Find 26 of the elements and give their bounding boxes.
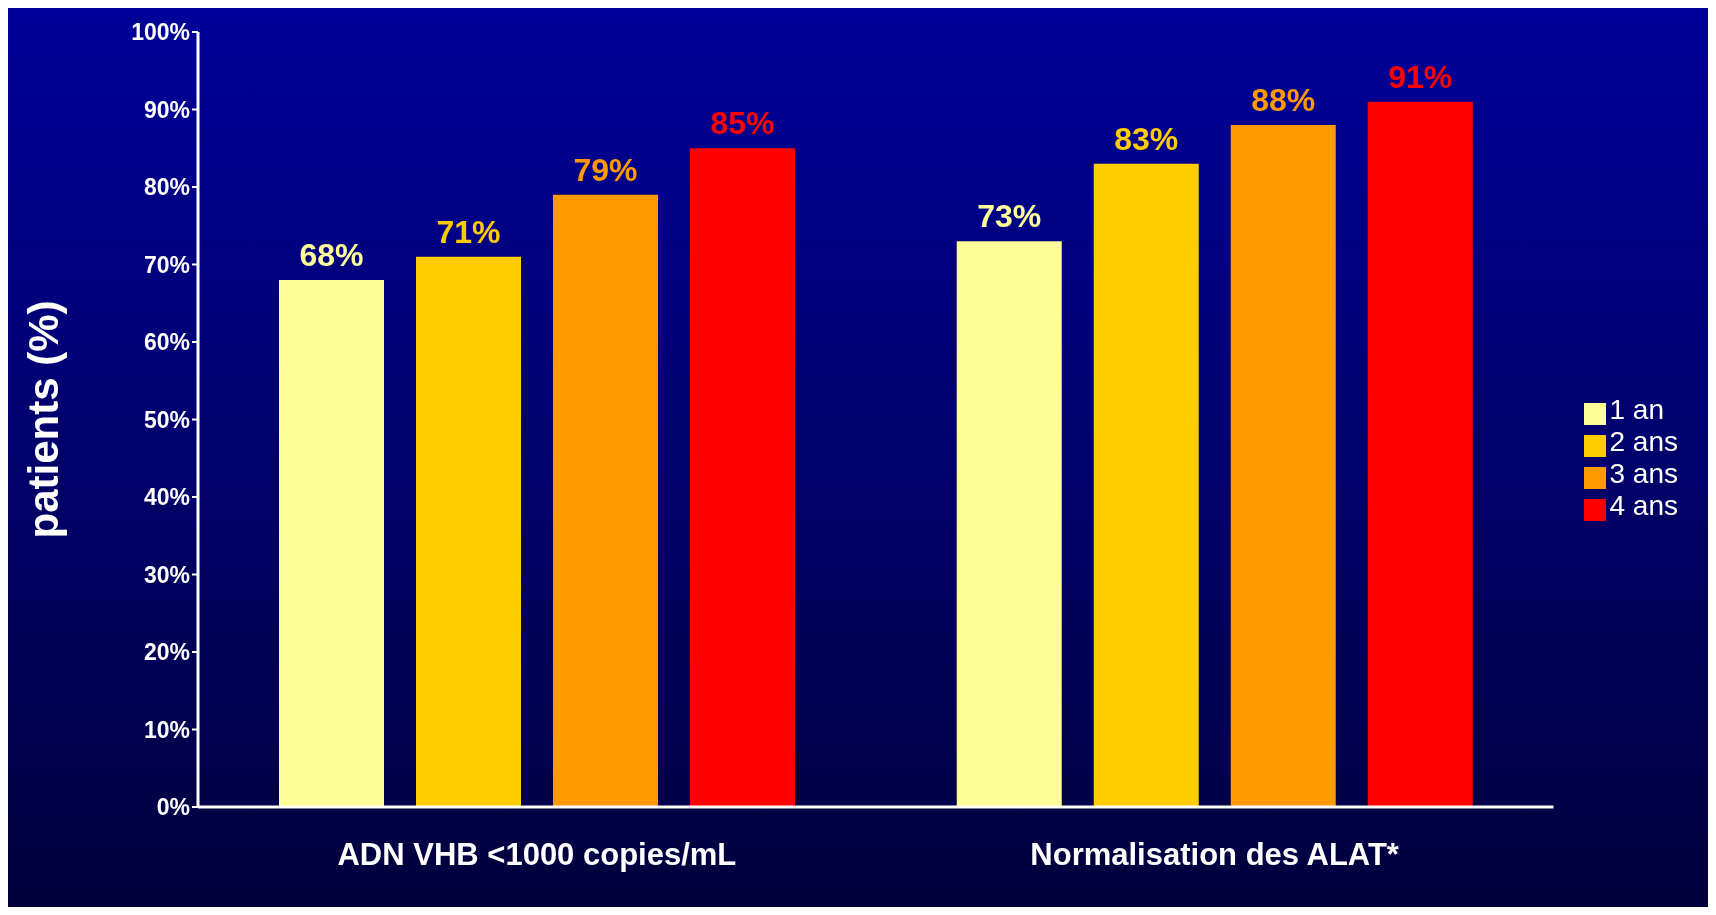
y-tick-label: 30% xyxy=(143,561,190,588)
y-tick-label: 40% xyxy=(143,484,190,511)
data-label: 91% xyxy=(1388,58,1453,95)
y-tick-label: 20% xyxy=(143,639,190,666)
y-tick-label: 70% xyxy=(143,251,190,278)
y-tick-label: 100% xyxy=(131,19,190,46)
data-label: 68% xyxy=(299,237,364,273)
legend-label: 1 an xyxy=(1609,393,1664,425)
y-axis-title: patients (%) xyxy=(19,300,67,539)
data-label: 79% xyxy=(573,151,638,188)
legend-label: 3 ans xyxy=(1609,457,1678,489)
x-tick-label: Normalisation des ALAT* xyxy=(1030,837,1400,873)
y-tick-label: 0% xyxy=(156,794,190,821)
y-tick-label: 60% xyxy=(143,329,190,356)
y-tick-label: 90% xyxy=(143,96,190,123)
legend-label: 4 ans xyxy=(1609,489,1678,521)
data-label: 73% xyxy=(977,198,1042,235)
data-label: 85% xyxy=(710,105,775,142)
y-tick-label: 80% xyxy=(143,174,190,201)
legend-label: 2 ans xyxy=(1609,425,1678,457)
y-tick-label: 50% xyxy=(143,406,190,433)
x-tick-label: ADN VHB <1000 copies/mL xyxy=(337,837,737,873)
y-tick-label: 10% xyxy=(143,716,190,743)
data-label: 83% xyxy=(1114,120,1179,157)
data-label: 71% xyxy=(436,213,501,250)
data-label: 88% xyxy=(1251,82,1316,118)
